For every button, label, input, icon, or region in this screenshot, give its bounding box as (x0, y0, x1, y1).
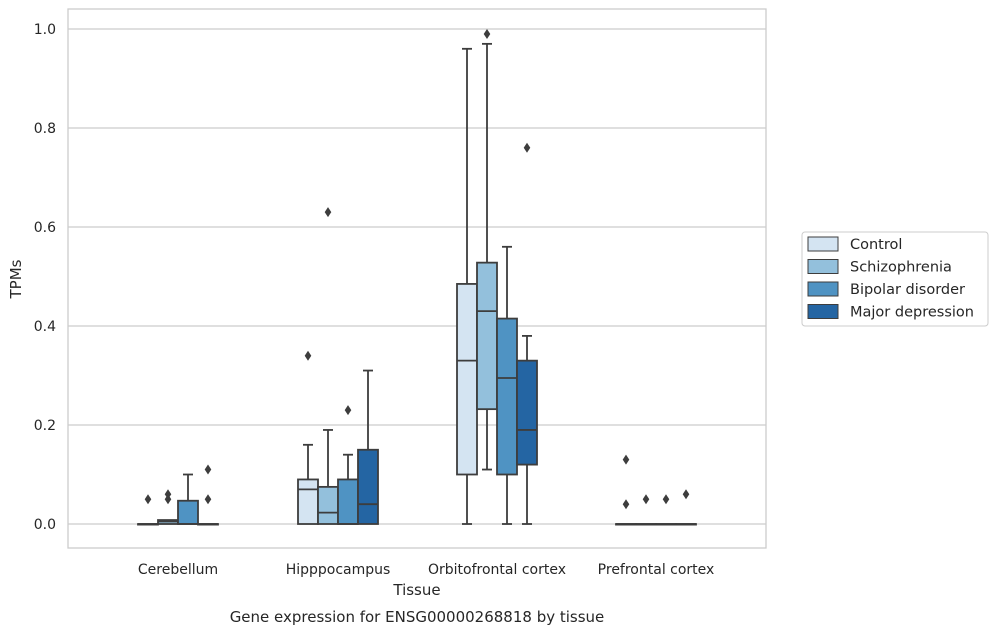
x-tick-label: Hipppocampus (286, 562, 391, 578)
box-body (456, 283, 478, 476)
outlier-point (662, 494, 670, 505)
outlier-point (324, 207, 332, 218)
box-bipolar-disorder (177, 473, 199, 525)
box-control (615, 454, 637, 526)
legend-label: Major depression (850, 305, 974, 321)
outlier-point (164, 489, 172, 500)
y-tick-label: 1.0 (34, 22, 56, 38)
x-tick-label: Orbitofrontal cortex (428, 562, 566, 578)
outlier-point (204, 494, 212, 505)
outlier-point (622, 499, 630, 510)
outlier-point (204, 464, 212, 475)
box-bipolar-disorder (337, 405, 359, 525)
x-tick-label: Prefrontal cortex (598, 562, 715, 578)
box-body (516, 359, 538, 466)
grid-lines (68, 28, 766, 525)
outlier-point (622, 454, 630, 465)
x-axis-title: Tissue (392, 581, 440, 599)
y-axis-title: TPMs (7, 259, 25, 299)
box-body (317, 485, 339, 525)
y-axis-ticks: 0.0 0.2 0.4 0.6 0.8 1.0 (34, 22, 56, 533)
box-bipolar-disorder (496, 245, 518, 525)
outlier-point (344, 405, 352, 416)
box-schizophrenia (157, 489, 179, 525)
box-major-depression (516, 142, 538, 525)
outlier-point (523, 142, 531, 153)
box-control (137, 494, 159, 526)
box-plot-marks (137, 28, 697, 526)
legend-label: Schizophrenia (850, 260, 952, 276)
y-tick-label: 0.0 (34, 517, 56, 533)
box-body (476, 261, 498, 411)
box-major-depression (357, 369, 379, 525)
legend-label: Control (850, 237, 902, 253)
box-major-depression (675, 489, 697, 526)
box-schizophrenia (635, 494, 657, 526)
y-tick-label: 0.6 (34, 220, 56, 236)
outlier-point (682, 489, 690, 500)
legend: Control Schizophrenia Bipolar disorder Majo… (801, 231, 989, 327)
box-body (177, 499, 199, 525)
plot-area-frame (67, 8, 767, 549)
outlier-point (483, 28, 491, 39)
x-tick-label: Cerebellum (138, 562, 218, 578)
box-major-depression (197, 464, 219, 526)
x-axis-ticks: Cerebellum Hipppocampus Orbitofrontal cort… (138, 562, 714, 578)
y-tick-label: 0.8 (34, 121, 56, 137)
legend-swatch (807, 304, 839, 319)
legend-swatch (807, 259, 839, 274)
chart-caption: Gene expression for ENSG00000268818 by t… (230, 608, 605, 626)
outlier-point (642, 494, 650, 505)
legend-label: Bipolar disorder (850, 282, 965, 298)
box-body (496, 317, 518, 476)
box-control (297, 350, 319, 525)
box-body (337, 478, 359, 525)
box-body (357, 448, 379, 525)
box-bipolar-disorder (655, 494, 677, 526)
box-body (297, 478, 319, 525)
legend-swatch (807, 236, 839, 252)
legend-swatch (807, 281, 839, 297)
outlier-point (144, 494, 152, 505)
box-schizophrenia (476, 28, 498, 471)
box-schizophrenia (317, 207, 339, 525)
outlier-point (304, 350, 312, 361)
y-tick-label: 0.2 (34, 418, 56, 434)
y-tick-label: 0.4 (34, 319, 56, 335)
box-control (456, 47, 478, 525)
legend-frame (801, 231, 989, 327)
